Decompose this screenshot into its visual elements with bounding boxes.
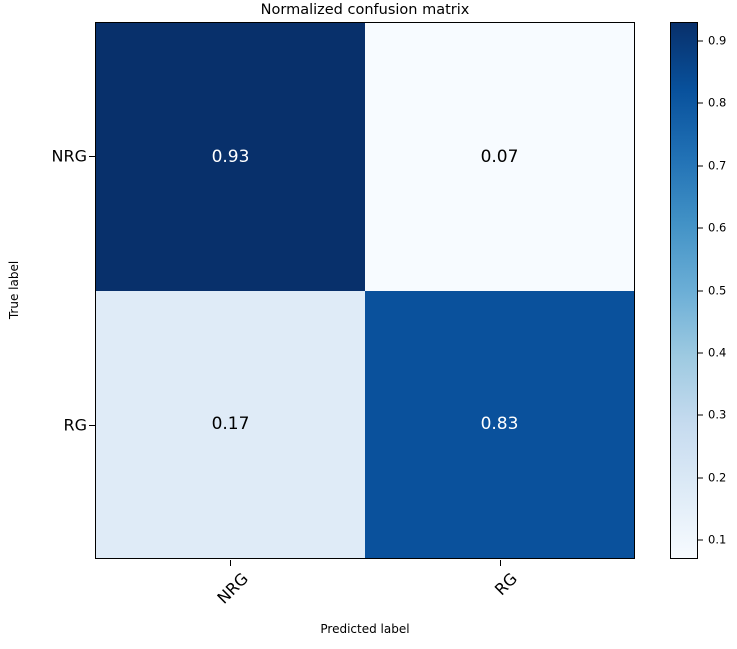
colorbar-tick-label: 0.3 (708, 407, 727, 422)
y-axis-title: True label (7, 260, 21, 320)
colorbar-gradient (670, 22, 698, 559)
x-tick-label-nrg: NRG (212, 569, 252, 608)
colorbar-tick-mark (698, 227, 703, 229)
colorbar-tick-mark (698, 352, 703, 354)
colorbar-tick-mark (698, 414, 703, 416)
colorbar-tick-mark (698, 40, 703, 42)
colorbar-tick-label: 0.1 (708, 532, 727, 547)
x-tick-label-rg: RG (491, 569, 522, 600)
matrix-cell-r0c1: 0.07 (365, 23, 634, 291)
x-tick-mark (500, 560, 501, 566)
colorbar-tick-label: 0.9 (708, 32, 727, 47)
x-axis-title: Predicted label (320, 622, 410, 636)
colorbar-tick-label: 0.4 (708, 345, 727, 360)
colorbar-tick-label: 0.7 (708, 157, 727, 172)
matrix-cell-r1c0: 0.17 (96, 290, 365, 558)
y-tick-mark (89, 425, 95, 426)
colorbar-tick-label: 0.6 (708, 220, 727, 235)
colorbar-ticks: 0.9 0.8 0.7 0.6 0.5 0.4 0.3 0.2 0.1 (670, 22, 737, 559)
colorbar-tick-mark (698, 290, 703, 291)
x-tick-mark (230, 560, 231, 566)
heatmap-plot: 0.93 0.07 0.17 0.83 (95, 22, 635, 559)
colorbar-tick-label: 0.5 (708, 282, 727, 297)
colorbar-tick-mark (698, 477, 703, 479)
colorbar-tick-mark (698, 165, 703, 167)
y-tick-mark (89, 156, 95, 157)
matrix-cell-r1c1: 0.83 (365, 290, 634, 558)
colorbar-tick-mark (698, 539, 703, 541)
y-tick-label-rg: RG (63, 415, 87, 435)
chart-title: Normalized confusion matrix (260, 2, 470, 18)
y-tick-label-nrg: NRG (51, 146, 87, 166)
colorbar-tick-label: 0.2 (708, 470, 727, 485)
colorbar-tick-label: 0.8 (708, 95, 727, 110)
matrix-cell-r0c0: 0.93 (96, 23, 365, 291)
colorbar-tick-mark (698, 102, 703, 104)
